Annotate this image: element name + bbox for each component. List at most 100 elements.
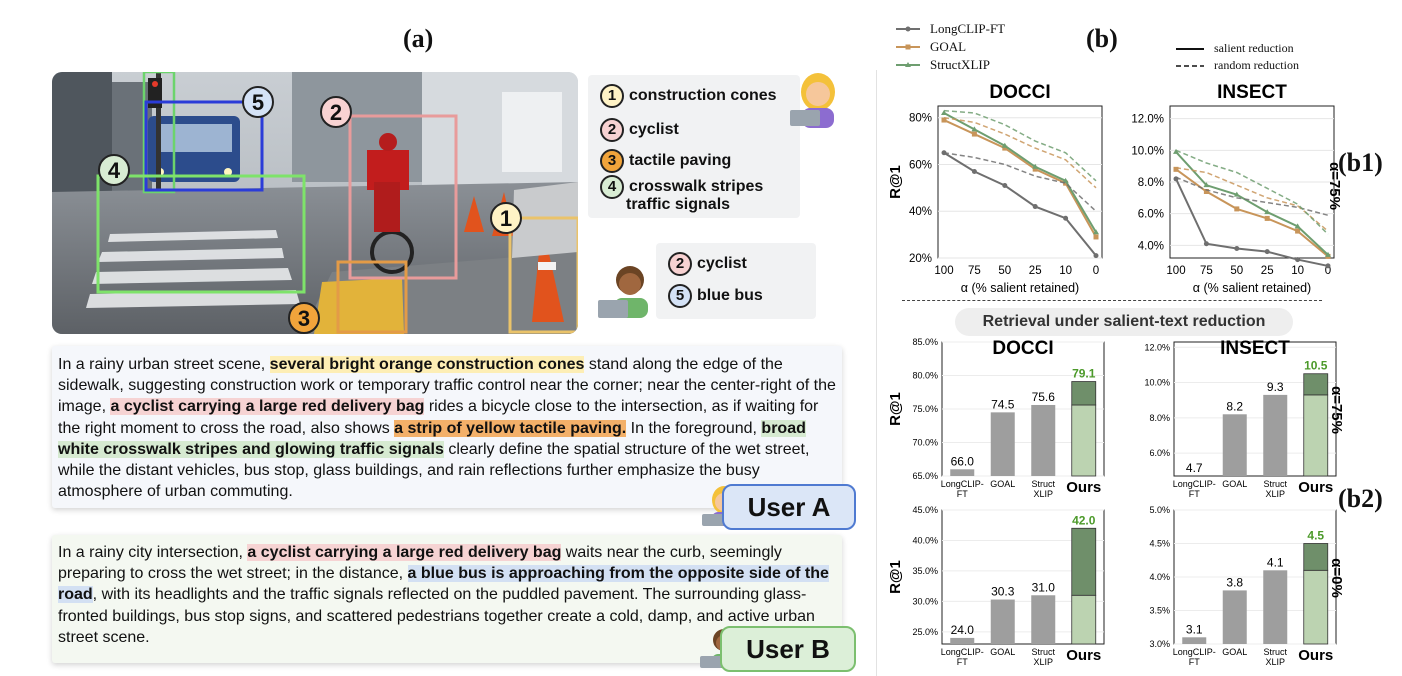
series-line-longclip-ft-solid: [943, 151, 1097, 257]
b2-docci-75-chart: 65.0% 70.0% 75.0% 80.0% 85.0% DOCCI R@1 66.0 Lon…: [887, 337, 1105, 499]
highlight-cyclist: a cyclist carrying a large red delivery …: [110, 398, 425, 416]
bar-value-label: 4.7: [1186, 461, 1203, 475]
series-line-structxlip-dashed: [943, 109, 1097, 182]
user-b-tag-blue-bus: 5 blue bus: [668, 284, 763, 308]
b2-insect-75-chart: 6.0% 8.0% 10.0% 12.0% INSECT α=75% 4.7 LongCLIP…: [1144, 338, 1342, 499]
bar: [1263, 570, 1288, 644]
box-marker-1: 1: [500, 206, 512, 231]
x-category-label: FT: [957, 489, 968, 499]
x-tick-label: 0: [1325, 265, 1331, 277]
x-tick-label: 100: [1166, 265, 1185, 277]
y-tick-label: 40.0%: [912, 535, 938, 545]
user-b-badge: User B: [720, 626, 856, 672]
y-axis-label: R@1: [887, 392, 904, 426]
highlight-tactile-paving: a strip of yellow tactile paving.: [394, 419, 627, 437]
y-tick-label: 45.0%: [912, 505, 938, 515]
b1-insect-chart: 4.0%6.0%8.0%10.0%12.0%100 75 50 25 10 0α (% s…: [1131, 82, 1342, 295]
legend-structxlip: StructXLIP: [930, 57, 990, 72]
x-category-label: Struct: [1031, 647, 1055, 657]
x-tick-label: 50: [998, 265, 1011, 277]
x-tick-label: 75: [968, 265, 981, 277]
y-tick-label: 20%: [909, 253, 932, 265]
y-tick-label: 25.0%: [912, 627, 938, 637]
tag-traffic-signals: traffic signals: [626, 196, 731, 213]
bar-value-label: 10.5: [1304, 359, 1328, 373]
panel-b2-label: (b2): [1338, 484, 1383, 513]
y-axis-label: R@1: [887, 560, 904, 594]
chart-title: INSECT: [1220, 338, 1290, 359]
x-tick-label: 25: [1261, 265, 1274, 277]
legend-salient: salient reduction: [1214, 41, 1294, 55]
x-tick-label: 50: [1230, 265, 1243, 277]
data-point: [1093, 253, 1099, 259]
user-a-avatar-icon: [788, 70, 844, 128]
section-separator: [902, 300, 1322, 301]
bar-value-label: 9.3: [1267, 380, 1284, 394]
side-alpha-label: α=75%: [1328, 386, 1342, 434]
data-point: [941, 150, 947, 156]
b1-docci-chart: 20%40%60%80%100 75 50 25 10 0α (% salient ret…: [887, 82, 1103, 295]
bar: [950, 469, 975, 476]
x-category-label: Struct: [1031, 479, 1055, 489]
data-point: [971, 168, 977, 174]
bar: [990, 599, 1015, 644]
x-category-label: GOAL: [990, 479, 1015, 489]
bar-ours-base: [1303, 394, 1329, 477]
x-category-label: XLIP: [1033, 489, 1053, 499]
bar-value-label: 74.5: [991, 397, 1015, 411]
data-point: [1234, 206, 1240, 212]
y-tick-label: 80.0%: [912, 371, 938, 381]
y-tick-label: 70.0%: [912, 438, 938, 448]
method-legend: LongCLIP-FT GOAL StructXLIP: [896, 20, 1056, 78]
data-point: [1203, 189, 1209, 194]
x-tick-label: 75: [1200, 265, 1213, 277]
data-point: [1062, 177, 1069, 183]
user-a-badge: User A: [722, 484, 856, 530]
data-point: [1002, 145, 1008, 151]
x-axis-label: α (% salient retained): [961, 281, 1079, 295]
data-point: [1093, 229, 1099, 235]
plot-frame: [1173, 341, 1337, 477]
x-category-label: LongCLIP-: [1173, 479, 1216, 489]
bar-ours-gain: [1071, 527, 1097, 596]
x-category-label: XLIP: [1265, 657, 1285, 667]
caption-user-a: In a rainy urban street scene, several b…: [52, 346, 842, 508]
bar-value-label: 24.0: [951, 623, 975, 637]
highlight-cones: several bright orange construction cones: [269, 356, 585, 373]
y-tick-label: 5.0%: [1149, 505, 1170, 515]
panel-b1-label: (b1): [1338, 148, 1383, 177]
street-scene-photo: 5 2 4 1 3: [52, 72, 578, 334]
y-tick-label: 85.0%: [912, 337, 938, 347]
bar-value-label: 79.1: [1072, 367, 1096, 381]
side-alpha-label: α=75%: [1326, 162, 1342, 210]
series-line-goal-dashed: [943, 116, 1097, 189]
y-axis-label: R@1: [887, 165, 904, 199]
bar-value-label: 4.5: [1307, 529, 1324, 543]
y-tick-label: 40%: [909, 206, 932, 218]
data-point: [1173, 148, 1179, 154]
x-category-label: Ours: [1066, 479, 1101, 496]
data-point: [1032, 204, 1038, 210]
data-point: [1264, 215, 1270, 221]
bar: [1031, 595, 1056, 644]
b2-docci-0-chart: 25.0% 30.0% 35.0% 40.0% 45.0% R@1 24.0 LongCLIP…: [887, 505, 1105, 667]
bar: [950, 637, 975, 644]
x-tick-label: 0: [1093, 265, 1099, 277]
y-tick-label: 6.0%: [1149, 448, 1170, 458]
data-point: [1001, 142, 1008, 148]
bar-value-label: 3.1: [1186, 622, 1203, 636]
box-marker-5: 5: [252, 90, 264, 115]
x-category-label: GOAL: [1222, 479, 1247, 489]
tag-cyclist: 2 cyclist: [600, 118, 679, 142]
bar: [1263, 394, 1288, 476]
tag-construction-cones: 1 construction cones: [600, 84, 777, 108]
bar-ours-gain: [1071, 381, 1097, 406]
panel-b-label: (b): [1086, 24, 1118, 53]
subsection-header: Retrieval under salient-text reduction: [955, 308, 1293, 336]
y-tick-label: 12.0%: [1131, 114, 1164, 126]
bar-ours-gain: [1303, 543, 1329, 571]
highlight-cyclist-b: a cyclist carrying a large red delivery …: [247, 544, 562, 561]
y-tick-label: 4.0%: [1149, 572, 1170, 582]
bar-value-label: 66.0: [951, 454, 975, 468]
panel-divider: [876, 70, 877, 676]
